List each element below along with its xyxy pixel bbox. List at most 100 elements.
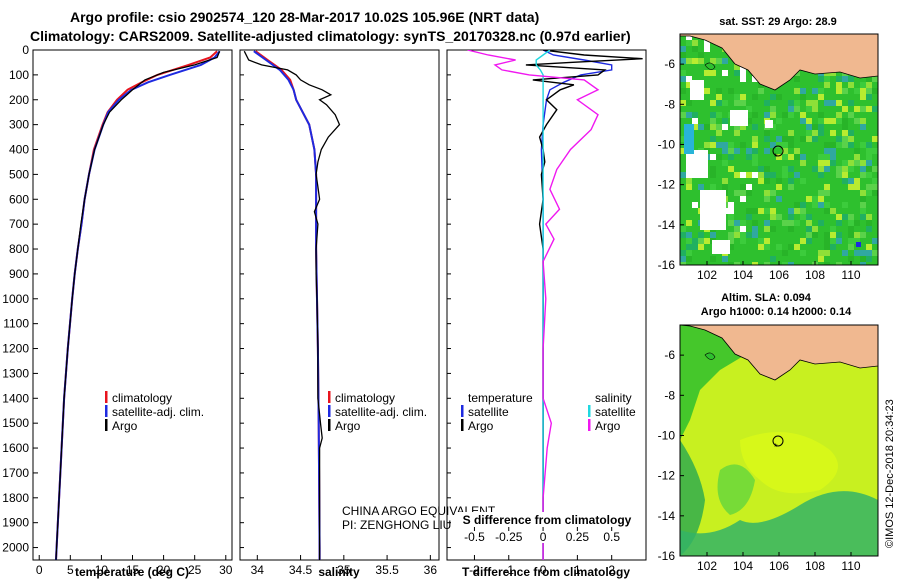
sst-cell [698, 232, 704, 238]
sst-cell [686, 40, 692, 46]
sst-cell [770, 106, 776, 112]
sst-cell [812, 232, 818, 238]
sst-cell [770, 190, 776, 196]
sst-cell [824, 238, 830, 244]
sst-cell [752, 154, 758, 160]
depth-tick-label: 1400 [2, 391, 29, 405]
sst-cell [866, 166, 872, 172]
sst-cell [686, 184, 692, 190]
sst-cell [788, 220, 794, 226]
sst-cell [806, 220, 812, 226]
sst-cell [794, 244, 800, 250]
sst-cell [854, 220, 860, 226]
sst-cell [860, 190, 866, 196]
sst-cell [722, 184, 728, 190]
x-tick-label: 15 [126, 563, 140, 577]
sst-cell [872, 178, 878, 184]
sst-cell [794, 172, 800, 178]
sla-high-center [740, 432, 838, 494]
sla-low-north [680, 325, 780, 440]
sst-cell [776, 94, 782, 100]
sst-cell [818, 94, 824, 100]
sst-cell [824, 232, 830, 238]
sst-cell [848, 214, 854, 220]
sst-cell [758, 166, 764, 172]
sst-cell [812, 226, 818, 232]
sst-cell [866, 256, 872, 262]
sst-cell [788, 244, 794, 250]
sst-cell [680, 88, 686, 94]
sst-cell [740, 238, 746, 244]
sst-cell [746, 232, 752, 238]
sst-cell [788, 154, 794, 160]
sst-cell [770, 214, 776, 220]
sst-cell [680, 46, 686, 52]
map-x-tick-label: 108 [805, 559, 825, 573]
sst-cell [734, 172, 740, 178]
sst-cell [710, 172, 716, 178]
sst-cell [836, 112, 842, 118]
sst-cell [740, 94, 746, 100]
sst-cell [836, 88, 842, 94]
temperature-x-axis: 0 5 10 15 20 25 30 [36, 555, 233, 577]
sst-cell [812, 100, 818, 106]
sst-cell [848, 184, 854, 190]
sst-cell [746, 154, 752, 160]
sst-cell [782, 250, 788, 256]
sst-cell [734, 70, 740, 76]
sst-cell [722, 118, 728, 124]
sst-cell [758, 172, 764, 178]
sst-cell [764, 100, 770, 106]
sla-mid-patch [717, 464, 755, 515]
map-y-tick-label: -6 [664, 348, 675, 362]
sst-cell [824, 184, 830, 190]
sst-cell [782, 166, 788, 172]
sst-cell [848, 232, 854, 238]
map-x-tick-label: 106 [769, 268, 789, 282]
sst-cell [794, 106, 800, 112]
sst-cell [722, 58, 728, 64]
sst-cell [830, 244, 836, 250]
sst-cell [782, 112, 788, 118]
sst-cell [866, 148, 872, 154]
legend-swatch-climatology [328, 391, 331, 403]
map-y-tick-label: -16 [658, 549, 676, 563]
sst-cell [728, 214, 734, 220]
sst-cell [818, 166, 824, 172]
sst-cell [764, 172, 770, 178]
sla-low-south [680, 491, 878, 556]
sst-cell [860, 208, 866, 214]
difference-axis-label: T difference from climatology [462, 565, 630, 579]
depth-tick-label: 1000 [2, 292, 29, 306]
sst-cell [794, 88, 800, 94]
sst-cell [680, 76, 686, 82]
sst-cell [716, 130, 722, 136]
sst-cell [752, 94, 758, 100]
sst-cell [776, 136, 782, 142]
sst-cell [764, 148, 770, 154]
sst-cell [764, 196, 770, 202]
sst-cell [848, 226, 854, 232]
sst-cell [824, 118, 830, 124]
sst-cell [752, 148, 758, 154]
top-axis-background [455, 512, 639, 543]
sst-cell [734, 190, 740, 196]
depth-tick-label: 2000 [2, 541, 29, 555]
sst-cell [740, 142, 746, 148]
sst-cell [830, 148, 836, 154]
sst-cell [764, 112, 770, 118]
depth-tick-label: 1600 [2, 441, 29, 455]
sst-cell [788, 130, 794, 136]
sst-cell [848, 100, 854, 106]
sst-cell [794, 76, 800, 82]
sst-cell [758, 244, 764, 250]
sst-cell [854, 148, 860, 154]
cloud-gap [730, 110, 748, 126]
sst-cell [770, 208, 776, 214]
sst-cell [746, 208, 752, 214]
sst-cell [686, 34, 692, 40]
sst-cell [698, 58, 704, 64]
sst-cell [764, 220, 770, 226]
sst-cell [680, 58, 686, 64]
sst-cell [692, 46, 698, 52]
